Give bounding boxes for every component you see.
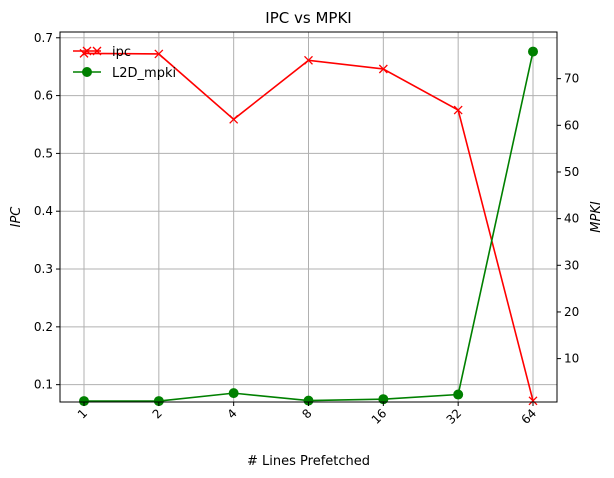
left-y-tick-label: 0.7 [34, 31, 53, 45]
left-y-axis-ticks: 0.1 0.2 0.3 0.4 0.5 0.6 0.7 [34, 31, 60, 392]
L2D_mpki-point [528, 46, 538, 57]
right-y-tick-label: 70 [564, 72, 579, 86]
legend: ipc L2D_mpki [73, 45, 176, 81]
L2D_mpki-point [228, 388, 239, 399]
chart-title: IPC vs MPKI [265, 9, 351, 27]
left-y-tick-label: 0.2 [34, 320, 53, 334]
legend-L2D_mpki-label: L2D_mpki [112, 66, 176, 81]
right-y-tick-label: 40 [564, 212, 579, 226]
x-marker-stroke [453, 105, 463, 115]
left-y-tick-label: 0.3 [34, 262, 53, 276]
ipc-point [528, 396, 538, 406]
x-marker-stroke [82, 46, 92, 56]
legend-ipc-marker [82, 46, 92, 56]
ipc-point [453, 105, 463, 115]
L2D_mpki-point [453, 389, 464, 400]
right-y-axis-label: MPKI [589, 201, 604, 233]
right-y-tick-label: 60 [564, 118, 579, 132]
left-y-axis-label: IPC [9, 206, 24, 228]
ipc-point [304, 55, 313, 65]
ipc-point [229, 114, 239, 124]
left-y-tick-label: 0.1 [34, 378, 53, 392]
legend-ipc-marker [92, 46, 102, 56]
legend-L2D_mpki-marker [82, 67, 92, 77]
grid-lines [60, 32, 557, 402]
x-marker-stroke [92, 46, 102, 56]
right-y-tick-label: 30 [564, 258, 579, 272]
right-y-axis-ticks: 10 20 30 40 50 60 70 [557, 72, 579, 366]
right-y-tick-label: 20 [564, 305, 579, 319]
x-marker-stroke [528, 396, 538, 406]
x-axis-label: # Lines Prefetched [247, 454, 370, 469]
ipc-point [154, 49, 164, 59]
left-y-tick-label: 0.6 [34, 89, 53, 103]
right-y-tick-label: 10 [564, 352, 579, 366]
x-marker-stroke [229, 114, 239, 124]
ipc-point [378, 64, 388, 74]
x-marker-stroke [154, 49, 164, 59]
right-y-tick-label: 50 [564, 165, 579, 179]
x-marker-stroke [304, 55, 313, 65]
left-y-tick-label: 0.4 [34, 204, 53, 218]
left-y-tick-label: 0.5 [34, 146, 53, 160]
legend-ipc-label: ipc [112, 45, 131, 60]
x-marker-stroke [378, 64, 388, 74]
